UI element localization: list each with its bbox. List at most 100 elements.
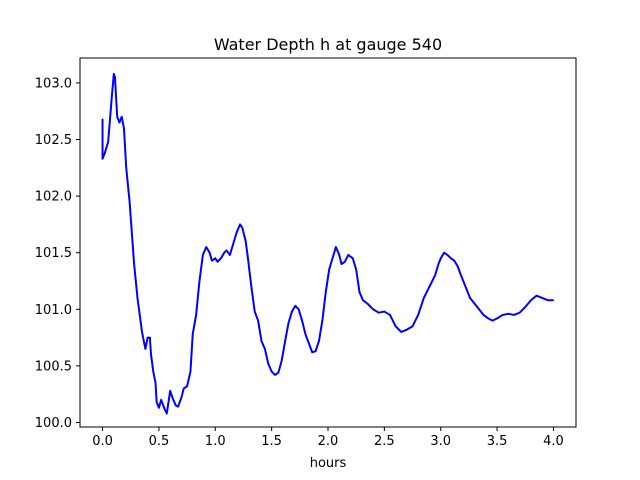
data-point — [482, 314, 485, 316]
data-point — [118, 121, 121, 124]
y-tick-label: 101.5 — [35, 246, 72, 261]
data-point — [175, 404, 177, 407]
data-point — [232, 243, 234, 245]
x-tick-label: 3.0 — [430, 434, 451, 449]
data-point — [294, 305, 296, 307]
data-point — [166, 412, 168, 415]
data-point — [220, 257, 222, 259]
data-point — [496, 317, 498, 319]
data-point — [123, 127, 125, 129]
y-tick-label: 103.0 — [35, 76, 72, 91]
data-point — [274, 374, 276, 376]
data-point — [457, 265, 459, 267]
data-point — [236, 231, 238, 233]
data-point — [440, 257, 442, 259]
y-tick-label: 100.5 — [35, 359, 72, 374]
data-point — [136, 297, 139, 299]
data-point — [552, 299, 555, 301]
data-point — [149, 336, 151, 339]
data-point — [205, 246, 207, 248]
data-point — [163, 408, 166, 410]
data-point — [271, 370, 273, 373]
data-point — [116, 116, 118, 118]
data-point — [195, 314, 197, 316]
data-point — [355, 269, 357, 271]
data-point — [177, 406, 179, 408]
x-tick-label: 1.5 — [261, 434, 282, 449]
data-point — [223, 252, 225, 254]
data-point — [202, 254, 204, 256]
x-tick-label: 2.0 — [318, 434, 339, 449]
data-point — [257, 320, 259, 322]
data-point — [366, 303, 369, 305]
data-point — [417, 314, 419, 316]
data-point — [437, 263, 440, 265]
x-tick-label: 4.0 — [543, 434, 564, 449]
data-point — [352, 257, 354, 259]
data-point — [101, 158, 104, 160]
data-point — [158, 407, 160, 409]
plot-area — [101, 72, 555, 415]
data-point — [372, 308, 374, 310]
data-point — [434, 274, 436, 276]
y-axis: 100.0 100.5 101.0 101.5 102.0 102.5 103.0 — [35, 76, 80, 431]
x-tick-label: 0.0 — [92, 434, 113, 449]
data-point — [443, 252, 445, 254]
data-point — [344, 261, 346, 263]
data-point — [338, 254, 340, 256]
data-point — [133, 263, 135, 265]
data-point — [530, 299, 532, 301]
data-point — [129, 201, 131, 203]
data-point — [189, 370, 192, 373]
data-point — [453, 260, 455, 262]
y-tick-label: 100.0 — [35, 416, 72, 431]
data-point — [389, 314, 391, 316]
data-point — [491, 320, 494, 322]
data-point — [446, 254, 449, 256]
data-point — [264, 348, 266, 350]
data-point — [154, 382, 157, 384]
data-point — [152, 370, 154, 373]
data-point — [340, 263, 343, 265]
data-point — [121, 116, 123, 118]
data-point — [347, 254, 349, 256]
data-point — [291, 310, 293, 313]
data-point — [211, 260, 213, 262]
data-point — [464, 286, 467, 288]
data-point — [428, 286, 431, 288]
data-point — [144, 348, 146, 350]
y-tick-label: 102.5 — [35, 133, 72, 148]
x-tick-label: 1.0 — [205, 434, 226, 449]
data-point — [104, 152, 106, 154]
data-point — [378, 312, 380, 314]
data-point — [287, 322, 290, 324]
data-point — [214, 257, 216, 259]
data-point — [311, 351, 313, 353]
data-point — [395, 325, 397, 327]
data-point — [535, 295, 538, 297]
data-point — [254, 310, 256, 313]
data-point — [267, 363, 269, 365]
data-point — [113, 73, 115, 75]
data-point — [325, 291, 327, 293]
data-point — [331, 257, 334, 259]
data-point — [229, 254, 231, 256]
chart-title: Water Depth h at gauge 540 — [214, 35, 442, 54]
data-point — [469, 297, 471, 299]
data-point — [198, 280, 201, 282]
data-point — [487, 317, 489, 319]
data-point — [400, 331, 402, 333]
data-point — [171, 396, 174, 399]
data-point — [524, 306, 526, 308]
data-point — [150, 353, 152, 356]
data-point — [478, 308, 480, 310]
data-point — [450, 257, 452, 259]
data-point — [186, 385, 188, 387]
data-point — [541, 297, 543, 299]
data-point — [225, 249, 228, 252]
data-point — [180, 396, 183, 399]
data-point — [107, 141, 109, 143]
data-point — [335, 246, 337, 248]
data-point — [507, 313, 509, 315]
